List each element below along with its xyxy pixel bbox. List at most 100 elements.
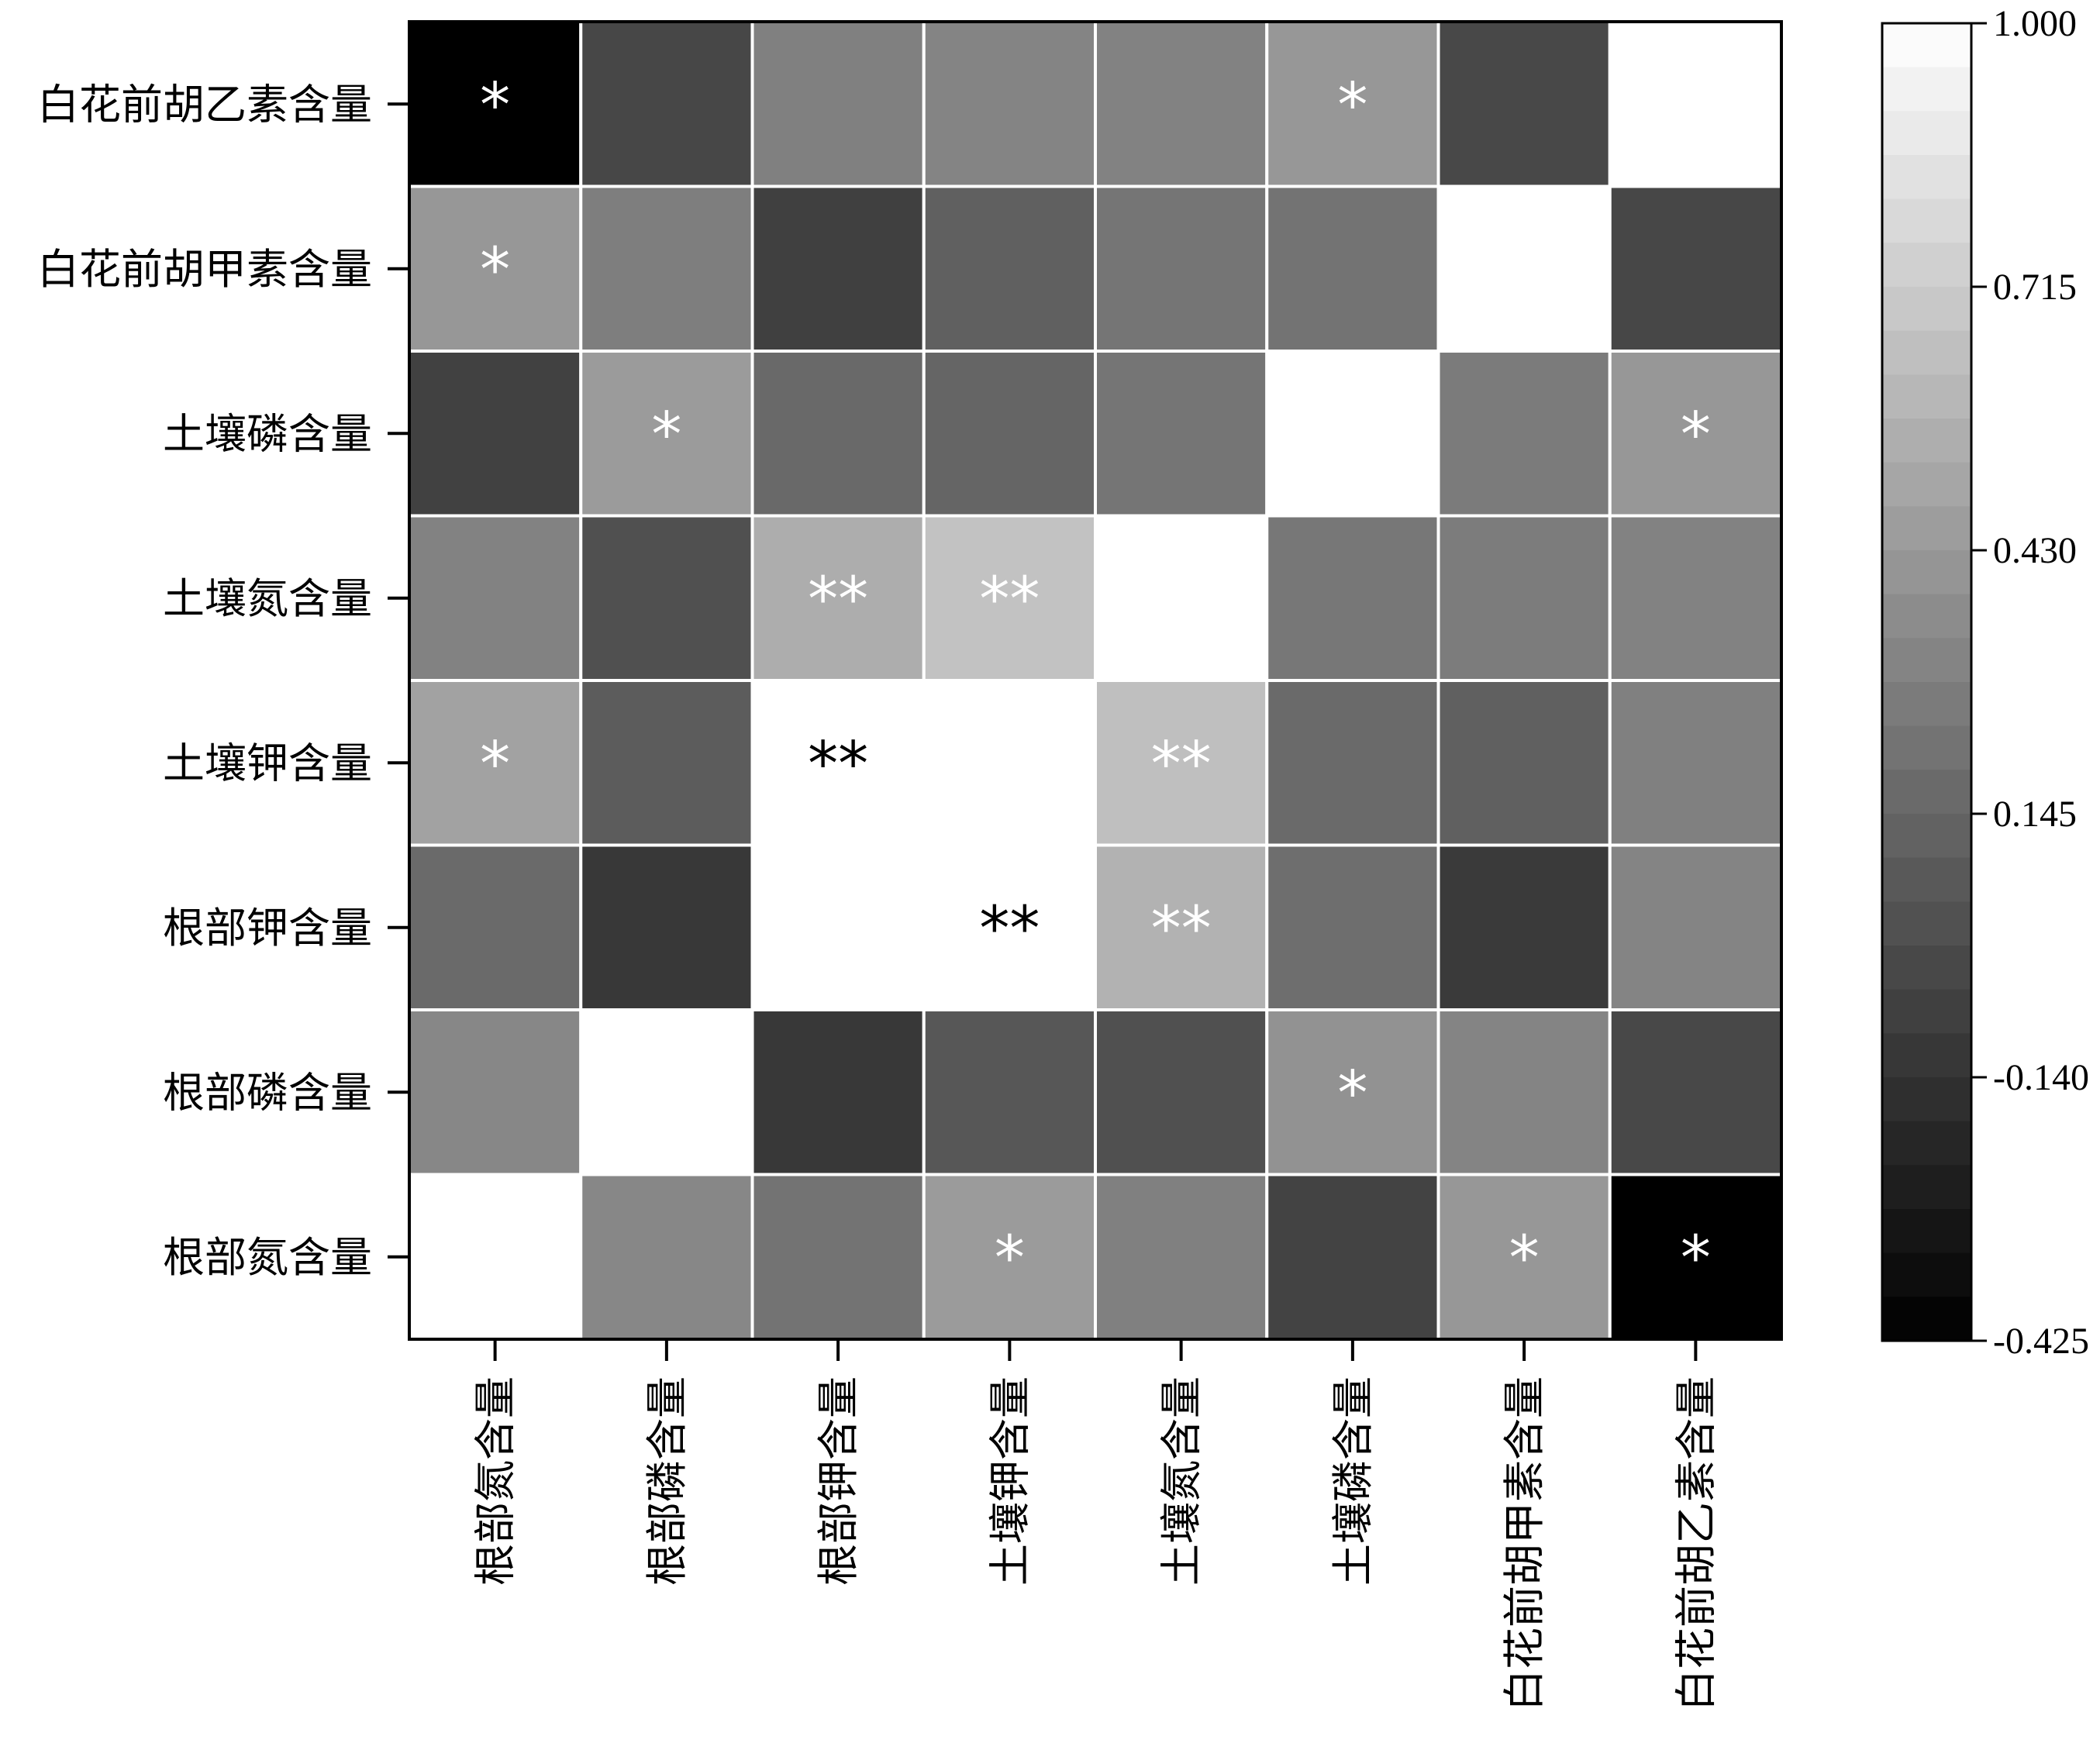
heatmap-cell [1094,843,1269,1011]
heatmap-cell [1436,843,1612,1011]
colorbar-step [1882,725,1971,770]
heatmap-cell [922,20,1097,188]
x-tick-label: 根部钾含量 [814,1376,863,1586]
heatmap-cell [750,514,926,682]
colorbar-tick-label: 0.145 [1993,794,2077,835]
significance-marker: ** [979,894,1040,964]
significance-marker: * [651,400,681,470]
heatmap-cell [1265,514,1440,682]
colorbar-tick-label: 0.715 [1993,267,2077,308]
y-tick-label: 根部钾含量 [163,904,372,952]
colorbar-step [1882,550,1971,595]
x-tick-label: 白花前胡乙素含量 [1671,1376,1720,1711]
heatmap-cell [408,20,583,188]
heatmap-cell [1265,679,1440,847]
y-tick-label: 根部氮含量 [163,1233,372,1282]
x-tick-label: 根部磷含量 [643,1376,691,1586]
heatmap-cell [750,350,926,518]
colorbar-step [1882,814,1971,859]
significance-marker: ** [979,565,1040,635]
y-tick-label: 土壤氮含量 [163,574,372,623]
significance-marker: ** [808,565,868,635]
heatmap-cell [1608,514,1783,682]
heatmap-cell [1608,20,1783,188]
significance-marker: * [1337,1059,1367,1128]
heatmap-cell [1094,1008,1269,1176]
colorbar-step [1882,1252,1971,1297]
colorbar-step [1882,243,1971,288]
colorbar-step [1882,1297,1971,1342]
significance-marker: * [1509,1224,1540,1293]
colorbar-step [1882,1121,1971,1166]
y-axis: 白花前胡乙素含量白花前胡甲素含量土壤磷含量土壤氮含量土壤钾含量根部钾含量根部磷含… [37,80,409,1282]
heatmap-cell [408,350,583,518]
heatmap-cell [408,514,583,682]
colorbar-step [1882,374,1971,419]
x-tick-label: 土壤钾含量 [985,1376,1034,1586]
colorbar-step [1882,946,1971,990]
colorbar-tick-label: 1.000 [1993,3,2077,44]
y-tick-label: 土壤磷含量 [163,409,372,458]
colorbar-step [1882,1077,1971,1122]
colorbar-step [1882,419,1971,463]
heatmap-cell [1265,350,1440,518]
heatmap-cells [408,20,1783,1341]
heatmap-cell [750,184,926,353]
heatmap-cell [408,1173,583,1341]
heatmap-cell [1436,679,1612,847]
y-tick-label: 根部磷含量 [163,1068,372,1117]
colorbar-step [1882,67,1971,112]
heatmap-cell [1608,1173,1783,1341]
heatmap-cell [1436,350,1612,518]
heatmap-cell [1265,1173,1440,1341]
colorbar-step [1882,770,1971,815]
colorbar-step [1882,1209,1971,1254]
colorbar-step [1882,287,1971,332]
colorbar-step [1882,198,1971,243]
heatmap-cell [1436,1008,1612,1176]
heatmap-cell [1608,1008,1783,1176]
x-tick-label: 土壤氮含量 [1157,1376,1206,1586]
heatmap-cell [408,843,583,1011]
significance-marker: ** [1151,729,1212,799]
heatmap-cell [1436,514,1612,682]
heatmap-cell [1094,1173,1269,1341]
colorbar-tick-label: -0.425 [1993,1321,2089,1362]
heatmap-cell [750,1173,926,1341]
heatmap-cell [1094,184,1269,353]
x-tick-label: 土壤磷含量 [1329,1376,1378,1586]
heatmap-cell [1094,350,1269,518]
significance-marker: * [1337,71,1367,140]
colorbar-tick-label: -0.140 [1993,1057,2089,1098]
heatmap-cell [922,1008,1097,1176]
heatmap-cell [1094,514,1269,682]
heatmap-cell [1608,843,1783,1011]
significance-marker: ** [808,729,868,799]
significance-marker: ** [1151,894,1212,964]
y-tick-label: 白花前胡乙素含量 [37,80,372,129]
heatmap-cell [1608,184,1783,353]
heatmap-cell [1094,679,1269,847]
heatmap-cell [1265,20,1440,188]
colorbar-step [1882,1033,1971,1078]
colorbar-step [1882,111,1971,156]
significance-markers: * *** *** *** ** **** **** * * [480,71,1711,1293]
heatmap-cell [579,679,754,847]
heatmap-cell [750,20,926,188]
colorbar-step [1882,989,1971,1034]
significance-marker: * [480,729,510,799]
colorbar-frame [1881,22,1973,1342]
x-tick-label: 根部氮含量 [471,1376,520,1586]
significance-marker: * [995,1224,1025,1293]
significance-marker: * [480,71,510,140]
colorbar-step [1882,330,1971,375]
colorbar-step [1882,594,1971,639]
colorbar-step [1882,638,1971,683]
heatmap-cell [1436,20,1612,188]
heatmap-cell [1436,184,1612,353]
heatmap-cell [579,1173,754,1341]
plot-frame [408,20,1783,1341]
colorbar-step [1882,857,1971,902]
heatmap-cell [922,350,1097,518]
